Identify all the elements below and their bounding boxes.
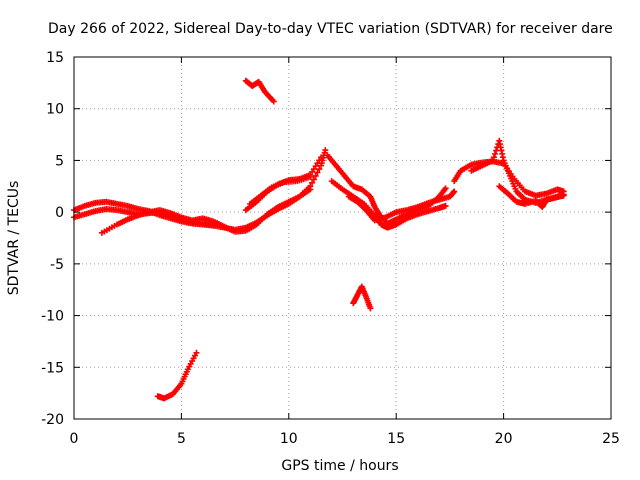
data-point	[316, 166, 323, 173]
y-axis-label: SDTVAR / TECUs	[6, 181, 22, 296]
data-point	[442, 202, 449, 209]
grid	[74, 57, 611, 419]
y-tick-label: -10	[41, 309, 64, 325]
x-tick-label: 5	[177, 431, 186, 447]
y-tick-label: -15	[41, 360, 64, 376]
series-track-3	[98, 186, 314, 236]
chart-title: Day 266 of 2022, Sidereal Day-to-day VTE…	[48, 21, 613, 37]
data-point	[270, 98, 277, 105]
y-tick-label: 10	[46, 102, 64, 118]
data-markers	[71, 77, 567, 402]
data-point	[193, 349, 200, 356]
data-point	[312, 172, 319, 179]
y-tick-label: 5	[55, 153, 64, 169]
data-point	[318, 154, 325, 161]
x-tick-label: 0	[70, 431, 79, 447]
series-track-5	[247, 173, 314, 207]
data-point	[367, 305, 374, 312]
y-tick-label: 15	[46, 50, 64, 66]
series-track-8	[345, 188, 458, 224]
data-point	[314, 169, 321, 176]
x-tick-label: 15	[387, 431, 405, 447]
data-point	[307, 173, 314, 180]
data-point	[442, 185, 449, 192]
x-tick-label: 10	[280, 431, 298, 447]
series-track-12	[242, 77, 277, 105]
y-tick-label: 0	[55, 205, 64, 221]
data-point	[490, 154, 497, 161]
y-tick-label: -5	[50, 257, 64, 273]
x-axis-label: GPS time / hours	[281, 458, 398, 474]
data-point	[489, 157, 496, 164]
series-track-11	[496, 183, 567, 210]
y-tick-label: -20	[41, 412, 64, 428]
data-point	[493, 147, 500, 154]
data-point	[307, 186, 314, 193]
axis-ticks: 0 5 10 15 20 25 -20 -15 -10 -5 0 5 10 15	[41, 50, 620, 447]
data-point	[492, 150, 499, 157]
data-point	[310, 176, 317, 183]
data-point	[560, 192, 567, 199]
x-tick-label: 20	[495, 431, 513, 447]
data-point	[322, 147, 329, 154]
data-point	[451, 188, 458, 195]
data-point	[309, 179, 316, 186]
series-track-14	[154, 349, 200, 402]
series-track-13	[350, 283, 374, 312]
plot-frame	[73, 56, 612, 420]
x-tick-label: 25	[602, 431, 620, 447]
